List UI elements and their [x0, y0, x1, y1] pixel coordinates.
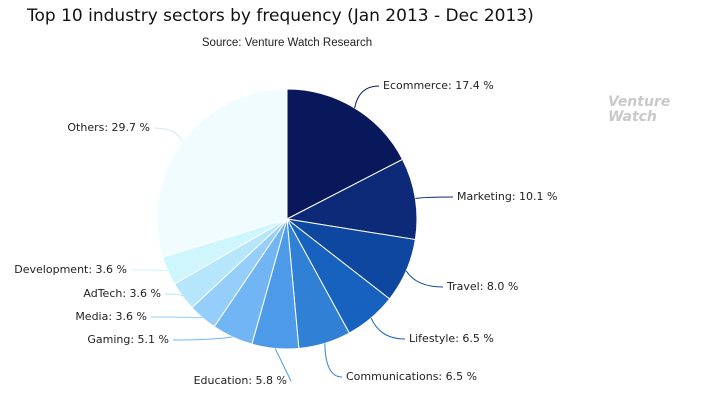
data-label: Education: 5.8 %	[194, 374, 287, 387]
leader-line	[370, 317, 406, 340]
data-label: AdTech: 3.6 %	[83, 287, 161, 300]
leader-line	[354, 85, 380, 109]
data-label: Travel: 8.0 %	[446, 280, 518, 293]
data-label: Media: 3.6 %	[75, 310, 147, 323]
chart-title: Top 10 industry sectors by frequency (Ja…	[26, 6, 534, 26]
logo-text: Watch	[608, 109, 657, 125]
leader-line	[405, 270, 444, 288]
leader-line	[324, 343, 343, 378]
leader-line	[172, 336, 233, 341]
data-label: Marketing: 10.1 %	[457, 190, 557, 203]
pie-slice	[285, 158, 418, 241]
pie-slice	[286, 88, 404, 220]
data-label: Communications: 6.5 %	[346, 370, 477, 383]
data-label: Ecommerce: 17.4 %	[383, 79, 494, 92]
logo-text: Venture	[608, 94, 670, 110]
leader-line	[150, 316, 203, 319]
leader-line	[415, 196, 454, 199]
chart-subtitle: Source: Venture Watch Research	[202, 37, 372, 49]
data-label: Development: 3.6 %	[14, 263, 127, 276]
data-label: Gaming: 5.1 %	[87, 333, 169, 346]
leader-line	[153, 127, 183, 142]
leader-line	[164, 293, 183, 297]
data-label: Others: 29.7 %	[67, 121, 150, 134]
logo: Venture Watch	[608, 94, 670, 125]
data-label: Lifestyle: 6.5 %	[409, 332, 494, 345]
leader-line	[274, 348, 292, 382]
leader-line	[130, 269, 168, 272]
